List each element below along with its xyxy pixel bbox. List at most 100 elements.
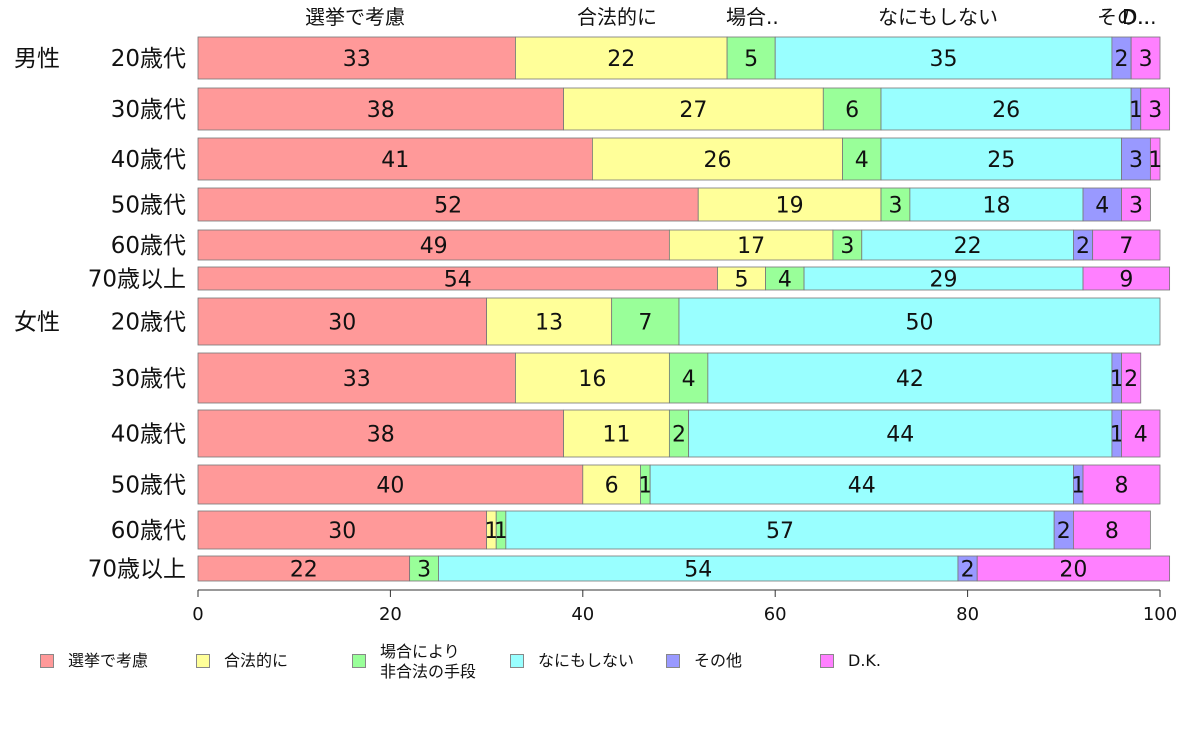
data-label: 4 xyxy=(855,148,869,173)
legend-item: 場合により 非合法の手段 xyxy=(352,642,476,682)
bar-segment xyxy=(197,87,564,131)
bar-segment xyxy=(197,36,516,80)
data-label: 1 xyxy=(484,519,498,544)
bar-segment xyxy=(505,510,1055,550)
data-label: 22 xyxy=(290,558,318,583)
category-label: 70歳以上 xyxy=(88,267,186,293)
data-label: 7 xyxy=(1119,234,1133,259)
data-label: 9 xyxy=(1119,268,1133,293)
data-label: 4 xyxy=(682,367,696,392)
bar-segment xyxy=(909,187,1084,222)
category-label: 20歳代 xyxy=(111,310,186,336)
category-label: 20歳代 xyxy=(111,46,186,72)
data-label: 33 xyxy=(343,47,371,72)
bar-segment xyxy=(1121,137,1151,181)
data-label: 1 xyxy=(1129,98,1143,123)
group-label-female: 女性 xyxy=(14,310,60,336)
data-label: 52 xyxy=(434,194,462,219)
data-label: 2 xyxy=(1057,519,1071,544)
bar-segment xyxy=(832,229,863,261)
bar-segment xyxy=(197,555,411,582)
data-label: 25 xyxy=(987,148,1015,173)
legend-item: 合法的に xyxy=(196,642,288,671)
bar-segment xyxy=(861,229,1074,261)
data-label: 4 xyxy=(1134,423,1148,448)
bar-segment xyxy=(688,409,1113,458)
series-header-5: D... xyxy=(1122,5,1156,29)
bar-segment xyxy=(563,87,824,131)
data-label: 3 xyxy=(840,234,854,259)
data-label: 44 xyxy=(848,474,876,499)
data-label: 57 xyxy=(766,519,794,544)
data-label: 11 xyxy=(602,423,630,448)
bar-segment xyxy=(197,510,488,550)
data-label: 6 xyxy=(605,474,619,499)
bar-segment xyxy=(197,409,564,458)
data-label: 27 xyxy=(679,98,707,123)
bar-segment xyxy=(726,36,776,80)
bar-segment xyxy=(822,87,882,131)
bar-segment xyxy=(1121,352,1142,404)
legend-swatch xyxy=(40,654,54,668)
x-tick-label: 0 xyxy=(192,604,203,625)
bar-segment xyxy=(1121,187,1151,222)
legend-label: 合法的に xyxy=(224,651,289,670)
data-label: 3 xyxy=(1129,194,1143,219)
data-label: 38 xyxy=(367,98,395,123)
data-label: 54 xyxy=(684,558,712,583)
data-label: 20 xyxy=(1059,558,1087,583)
legend-swatch xyxy=(820,654,834,668)
data-label: 54 xyxy=(444,268,472,293)
data-label: 18 xyxy=(982,194,1010,219)
bar-segment xyxy=(649,464,1074,505)
bar-segment xyxy=(880,187,911,222)
bar-segment xyxy=(1130,36,1161,80)
data-label: 1 xyxy=(1110,423,1124,448)
x-tick-label: 80 xyxy=(956,604,979,625)
data-label: 5 xyxy=(744,47,758,72)
legend-item: D.K. xyxy=(820,642,881,671)
data-label: 4 xyxy=(1095,194,1109,219)
bar-segment xyxy=(611,297,680,346)
data-label: 49 xyxy=(420,234,448,259)
bar-segment xyxy=(1073,510,1151,550)
data-label: 7 xyxy=(638,311,652,336)
bar-segment xyxy=(515,352,670,404)
legend-label: D.K. xyxy=(848,651,881,670)
bar-segment xyxy=(668,229,834,261)
x-tick-label: 40 xyxy=(571,604,594,625)
data-label: 8 xyxy=(1115,474,1129,499)
x-tick-label: 100 xyxy=(1143,604,1177,625)
data-label: 1 xyxy=(1071,474,1085,499)
data-label: 1 xyxy=(494,519,508,544)
data-label: 1 xyxy=(638,474,652,499)
legend-swatch xyxy=(196,654,210,668)
data-label: 3 xyxy=(417,558,431,583)
data-label: 33 xyxy=(343,367,371,392)
data-label: 30 xyxy=(328,311,356,336)
bar-segment xyxy=(880,137,1122,181)
data-label: 22 xyxy=(607,47,635,72)
series-header-0: 選挙で考慮 xyxy=(305,5,405,29)
bar-segment xyxy=(668,352,709,404)
legend-label: なにもしない xyxy=(538,651,635,670)
category-label: 50歳代 xyxy=(111,473,186,499)
legend-swatch xyxy=(510,654,524,668)
bar-segment xyxy=(678,297,1161,346)
legend-label: その他 xyxy=(694,651,743,670)
data-label: 44 xyxy=(886,423,914,448)
data-label: 2 xyxy=(961,558,975,583)
category-label: 30歳代 xyxy=(111,366,186,392)
data-label: 17 xyxy=(737,234,765,259)
category-label: 40歳代 xyxy=(111,422,186,448)
data-label: 3 xyxy=(1148,98,1162,123)
data-label: 40 xyxy=(376,474,404,499)
bar-segment xyxy=(563,409,670,458)
data-label: 4 xyxy=(778,268,792,293)
category-label: 40歳代 xyxy=(111,147,186,173)
data-label: 6 xyxy=(845,98,859,123)
data-label: 35 xyxy=(930,47,958,72)
bar-segment xyxy=(1082,464,1161,505)
data-label: 13 xyxy=(535,311,563,336)
bar-segment xyxy=(1121,409,1161,458)
